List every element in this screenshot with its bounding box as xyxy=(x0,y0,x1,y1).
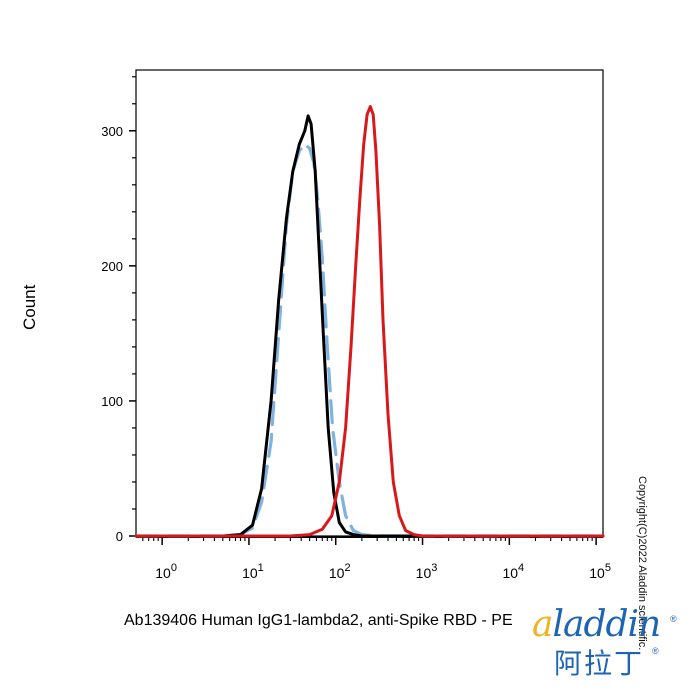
x-tick-label: 105 xyxy=(589,562,611,581)
chart-axes: 0 100 200 300 100 101 102 103 104 105 xyxy=(101,69,611,581)
x-tick-label: 101 xyxy=(242,562,264,581)
logo-wordmark-rest: laddin xyxy=(552,604,661,645)
logo-chinese-text: 阿拉丁 xyxy=(554,647,645,680)
x-axis-label: Ab139406 Human IgG1-lambda2, anti-Spike … xyxy=(124,612,513,629)
logo-wordmark-a: a xyxy=(532,604,553,645)
logo-registered-mark: ® xyxy=(670,614,677,624)
y-axis-label: Count xyxy=(20,284,39,330)
y-tick-label: 200 xyxy=(101,259,123,274)
x-tick-label: 104 xyxy=(502,562,524,581)
y-tick-label: 0 xyxy=(116,529,123,544)
plot-frame xyxy=(135,69,604,537)
logo-registered-mark-cn: ® xyxy=(652,646,659,656)
x-tick-label: 103 xyxy=(416,562,438,581)
series-line-1 xyxy=(134,142,605,538)
series-line-2 xyxy=(134,114,605,538)
chart-series xyxy=(134,105,605,538)
x-tick-label: 100 xyxy=(155,562,177,581)
series-line-3 xyxy=(134,105,605,538)
y-tick-label: 100 xyxy=(101,394,123,409)
aladdin-logo: aladdin ® 阿拉丁 ® xyxy=(528,604,678,690)
logo-wordmark: aladdin xyxy=(532,604,661,645)
y-tick-label: 300 xyxy=(101,124,123,139)
x-tick-label: 102 xyxy=(329,562,351,581)
